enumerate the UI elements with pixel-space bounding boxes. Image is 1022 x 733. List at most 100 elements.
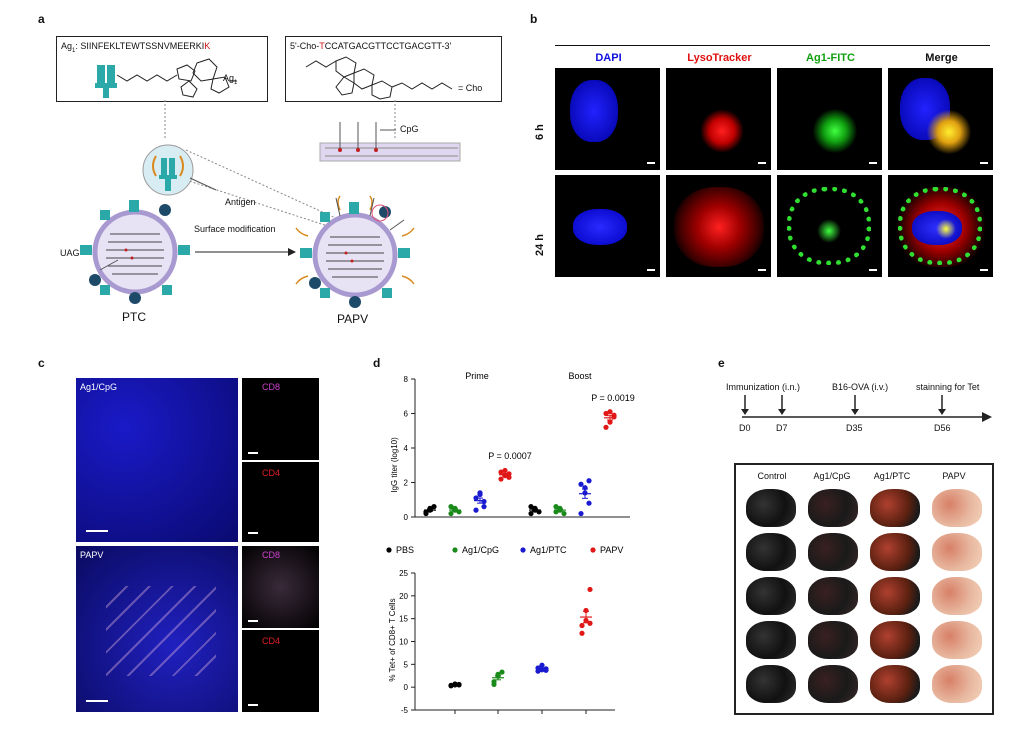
lung-sample (932, 533, 982, 571)
prime-1-point (448, 510, 454, 517)
col-header-lysotracker: LysoTracker (687, 52, 752, 64)
ag1-sequence: Ag1: SIINFEKLTEWTSSNVMEERKIK (61, 41, 211, 54)
boost-3-point (603, 410, 609, 417)
image-papv-cd8: CD8 (242, 546, 319, 628)
lung-sample (808, 665, 858, 703)
panel-label-a: a (38, 12, 45, 26)
lung-sample (870, 621, 920, 659)
image-24h-lysotracker (666, 175, 771, 277)
antigen-label: Antigen (225, 197, 256, 207)
col-header-ag1-fitc: Ag1-FITC (806, 52, 855, 64)
bottom-y-tick-label: -5 (401, 706, 409, 715)
group-control: Control (757, 471, 787, 481)
lung-sample (808, 533, 858, 571)
uag-label: UAG (60, 248, 80, 258)
image-ag1-cpg-cd8: CD8 (242, 378, 319, 460)
prime-3-point (502, 467, 508, 474)
lung-sample (808, 489, 858, 527)
boost-1-point (561, 510, 567, 517)
group-ag1-ptc: Ag1/PTC (873, 471, 911, 481)
panel-d-charts: IgG titer (log10) Prime Boost P = 0.0007… (375, 365, 665, 725)
cho-label: = Cho (458, 83, 483, 93)
day-d35: D35 (846, 423, 863, 433)
ag1-linker-structure (95, 58, 237, 98)
boost-3-point (607, 419, 613, 425)
bottom-y-tick-label: 15 (399, 615, 408, 624)
tet-1-point (499, 669, 505, 675)
panel-label-e: e (718, 356, 725, 370)
timeline-svg (741, 395, 992, 422)
cd4-label-bottom: CD4 (262, 636, 281, 646)
legend-marker (590, 547, 596, 553)
legend-label: PAPV (600, 545, 623, 555)
lung-photo-frame: Control Ag1/CpG Ag1/PTC PAPV (734, 463, 994, 715)
tet-3-point (579, 622, 585, 629)
legend-marker (520, 547, 526, 553)
cpg-sequence: 5'-Cho-TCCATGACGTTCCTGACGTT-3' (290, 41, 452, 51)
day-d56: D56 (934, 423, 951, 433)
vaccine-diagram (80, 100, 461, 308)
legend-label: PBS (396, 545, 414, 555)
prime-2-point (481, 504, 487, 510)
boost-3-point (603, 424, 609, 430)
cholesterol-structure (305, 56, 453, 100)
prime-2-point (473, 507, 479, 513)
top-y-tick-label: 6 (404, 410, 409, 419)
prime-0-point (431, 504, 437, 510)
prime-label: Prime (465, 371, 489, 381)
boost-3-point (607, 409, 613, 415)
tet-3-point (587, 586, 593, 593)
top-y-tick-label: 0 (404, 513, 409, 522)
legend-label: Ag1/PTC (530, 545, 567, 555)
prime-3-point (498, 476, 504, 482)
day-d7: D7 (776, 423, 788, 433)
cd8-label-bottom: CD8 (262, 550, 281, 560)
day-d0: D0 (739, 423, 751, 433)
boost-label: Boost (568, 371, 592, 381)
boost-3-point (611, 412, 617, 418)
bottom-y-label: % Tet+ of CD8+ T Cells (388, 598, 397, 681)
lung-sample (870, 489, 920, 527)
panel-e-timeline: Immunization (i.n.) B16-OVA (i.v.) stain… (720, 365, 1010, 725)
image-6h-dapi (555, 68, 660, 170)
legend-label: Ag1/CpG (462, 545, 499, 555)
image-6h-merge (888, 68, 993, 170)
panel-c-tissue: Ag1/CpG CD8 CD4 PAPV CD8 CD4 (76, 378, 319, 712)
image-24h-ag1-fitc (777, 175, 882, 277)
lung-sample (808, 577, 858, 615)
panel-label-c: c (38, 356, 45, 370)
papv-tissue-label: PAPV (80, 550, 104, 560)
ag1-structure-box: Ag1: SIINFEKLTEWTSSNVMEERKIK Ag1 (56, 36, 268, 102)
ptc-label: PTC (122, 310, 146, 324)
panel-label-b: b (530, 12, 538, 26)
bottom-y-tick-label: 10 (399, 638, 408, 647)
lung-sample (746, 665, 796, 703)
lung-sample (870, 533, 920, 571)
tet-3-point (587, 620, 593, 626)
cd8-label-top: CD8 (262, 382, 281, 392)
image-papv-cd4: CD4 (242, 630, 319, 712)
ag1-label: Ag1 (223, 73, 238, 86)
ag1-cpg-label: Ag1/CpG (80, 382, 118, 392)
lung-sample (932, 577, 982, 615)
lung-sample (870, 577, 920, 615)
image-24h-merge (888, 175, 993, 277)
legend-marker (386, 547, 392, 553)
bottom-y-tick-label: 25 (399, 569, 408, 578)
image-6h-ag1-fitc (777, 68, 882, 170)
lung-sample (932, 665, 982, 703)
papv-label: PAPV (337, 312, 369, 326)
timeline-immunization: Immunization (i.n.) (726, 382, 801, 392)
legend-marker (452, 547, 458, 553)
boost-0-point (528, 510, 534, 517)
p-value-boost: P = 0.0019 (591, 393, 635, 403)
lung-sample (870, 665, 920, 703)
image-ag1-cpg-cd4: CD4 (242, 462, 319, 542)
image-papv-merge: PAPV (76, 546, 238, 712)
lung-sample (932, 489, 982, 527)
cd4-label-top: CD4 (262, 468, 281, 478)
legend: PBS Ag1/CpG Ag1/PTC PAPV (386, 545, 623, 555)
top-y-tick-label: 8 (404, 375, 409, 384)
boost-1-point (553, 504, 559, 510)
lung-sample (746, 577, 796, 615)
